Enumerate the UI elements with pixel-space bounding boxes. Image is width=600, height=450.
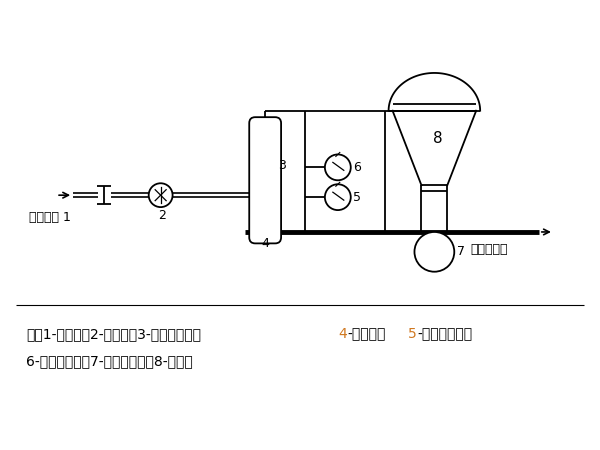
Text: 7: 7 <box>457 245 465 258</box>
Text: 气粉混合物: 气粉混合物 <box>470 243 508 256</box>
Text: 注：1-节流阀；2-流量计；3-气水分离器；: 注：1-节流阀；2-流量计；3-气水分离器； <box>26 327 201 341</box>
Text: -管道压力表；: -管道压力表； <box>418 327 473 341</box>
Text: 2: 2 <box>158 208 166 221</box>
Text: 4: 4 <box>261 238 269 250</box>
Text: 8: 8 <box>433 131 442 146</box>
Text: 5: 5 <box>353 191 361 204</box>
Circle shape <box>325 154 351 180</box>
Text: 6: 6 <box>353 161 361 174</box>
Text: -安全阀；: -安全阀； <box>348 327 386 341</box>
Text: 3: 3 <box>278 159 286 172</box>
Circle shape <box>415 232 454 272</box>
Text: 5: 5 <box>407 327 416 341</box>
Text: 6-灰罐压力表；7-发送器转鼓；8-灰罐。: 6-灰罐压力表；7-发送器转鼓；8-灰罐。 <box>26 354 193 368</box>
Text: 压缩空气 1: 压缩空气 1 <box>29 211 71 224</box>
Text: 4: 4 <box>338 327 347 341</box>
Circle shape <box>325 184 351 210</box>
FancyBboxPatch shape <box>249 117 281 243</box>
Circle shape <box>149 183 173 207</box>
